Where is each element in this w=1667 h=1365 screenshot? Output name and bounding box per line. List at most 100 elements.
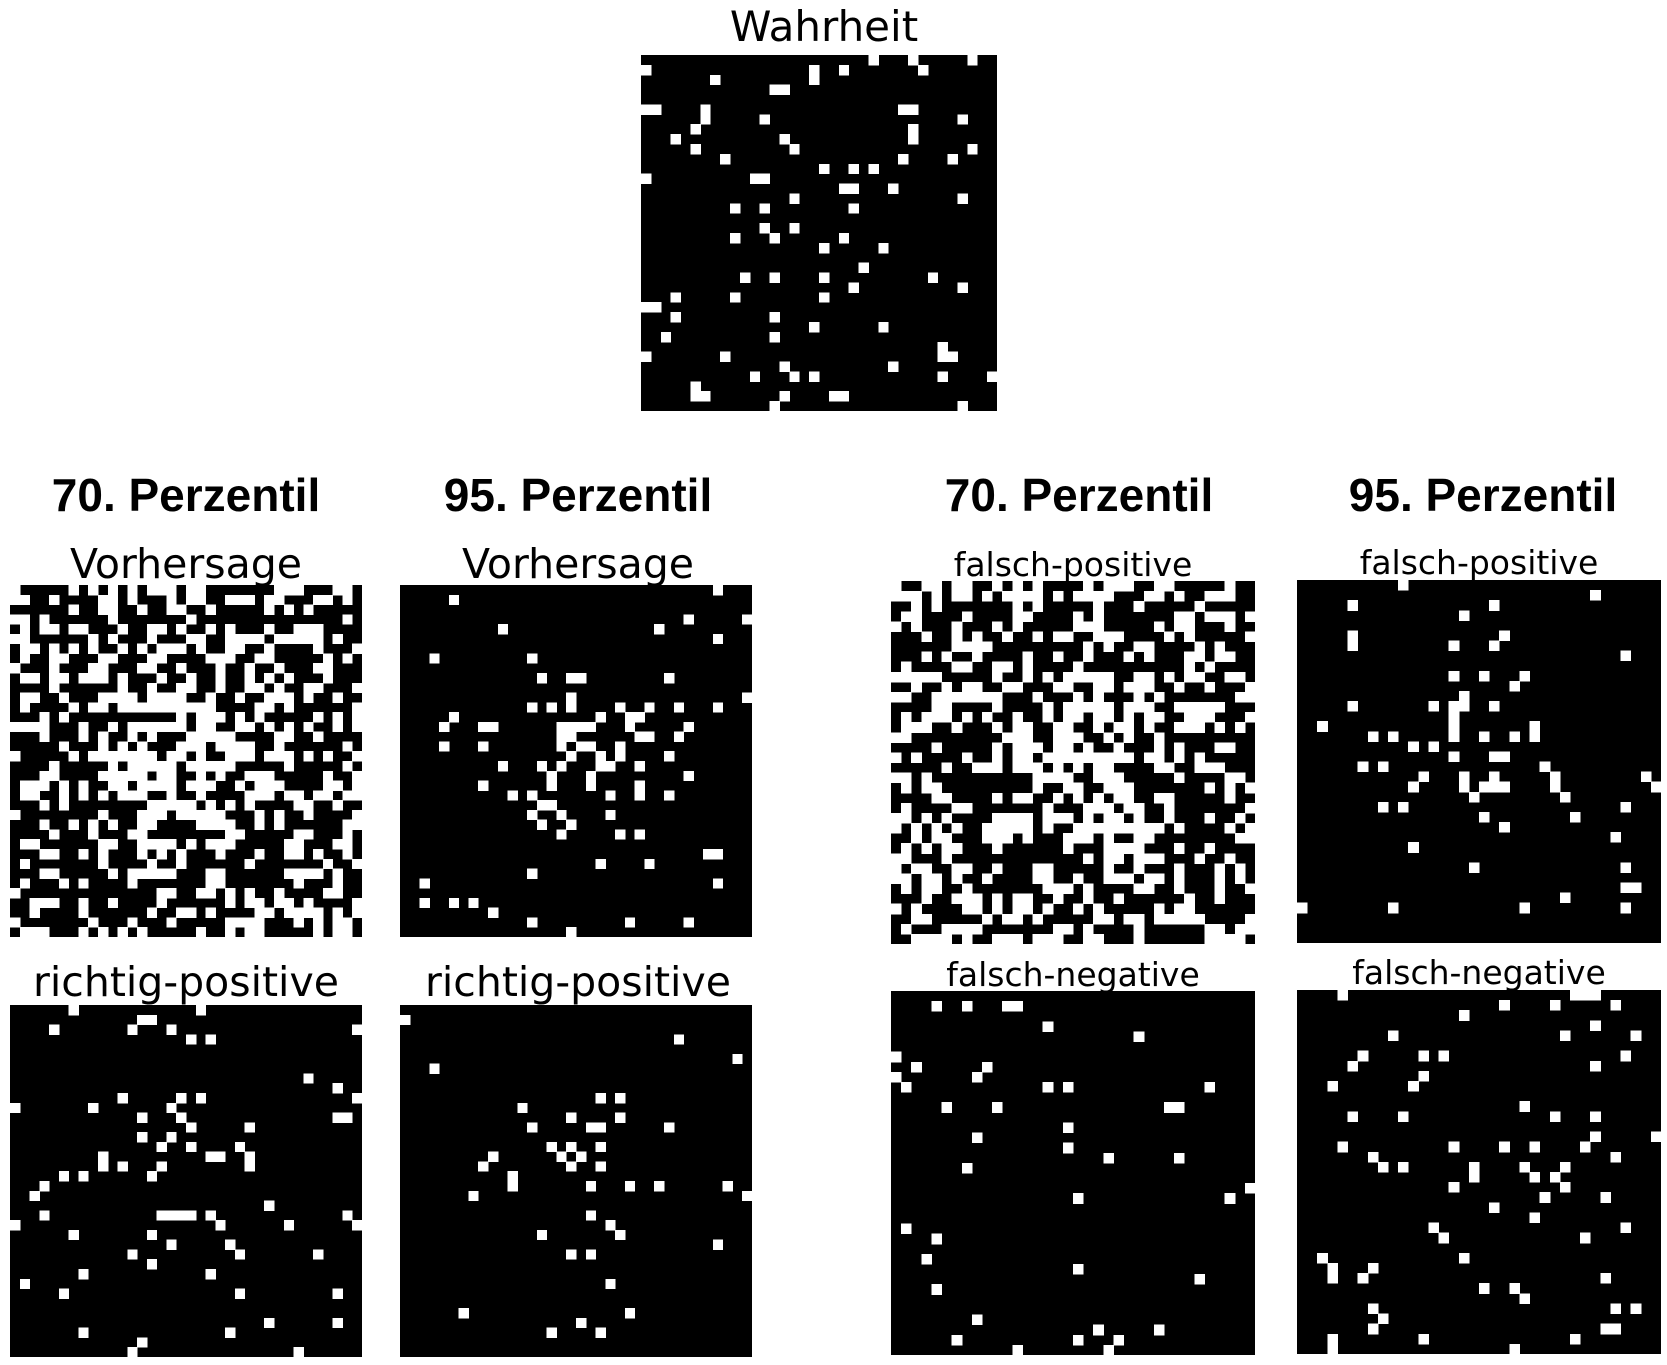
active-cell bbox=[1133, 923, 1145, 935]
active-cell bbox=[615, 1093, 626, 1104]
active-cell bbox=[1214, 873, 1226, 884]
active-cell bbox=[992, 833, 1003, 844]
active-cell bbox=[595, 1122, 606, 1133]
active-cell bbox=[186, 1034, 197, 1045]
active-cell bbox=[901, 591, 912, 602]
active-cell bbox=[117, 770, 128, 782]
active-cell bbox=[225, 829, 236, 840]
active-cell bbox=[342, 1112, 353, 1123]
active-cell bbox=[176, 663, 187, 674]
active-cell bbox=[1184, 702, 1195, 713]
active-cell bbox=[595, 761, 606, 772]
active-cell bbox=[908, 124, 919, 135]
active-cell bbox=[146, 761, 158, 772]
active-cell bbox=[507, 1171, 518, 1182]
active-cell bbox=[1032, 631, 1044, 642]
active-cell bbox=[624, 1308, 636, 1319]
active-cell bbox=[961, 863, 973, 874]
active-cell bbox=[400, 1014, 411, 1026]
active-cell bbox=[1327, 1343, 1338, 1354]
active-cell bbox=[176, 682, 187, 694]
active-cell bbox=[931, 601, 943, 612]
active-cell bbox=[536, 800, 548, 811]
active-cell bbox=[1113, 631, 1125, 642]
active-cell bbox=[868, 163, 879, 175]
active-cell bbox=[566, 721, 577, 733]
active-cell bbox=[78, 907, 89, 918]
active-cell bbox=[225, 653, 236, 664]
active-cell bbox=[1012, 913, 1023, 925]
active-cell bbox=[283, 673, 295, 684]
active-cell bbox=[225, 800, 236, 811]
active-cell bbox=[352, 1220, 362, 1231]
active-cell bbox=[49, 673, 60, 684]
active-cell bbox=[1042, 863, 1054, 874]
active-cell bbox=[283, 721, 295, 733]
active-cell bbox=[215, 770, 226, 782]
active-cell bbox=[205, 731, 216, 742]
active-cell bbox=[595, 1093, 606, 1104]
active-cell bbox=[908, 134, 919, 145]
active-cell bbox=[195, 809, 207, 821]
active-cell bbox=[527, 868, 538, 879]
active-cell bbox=[137, 1112, 148, 1123]
active-cell bbox=[1153, 853, 1165, 864]
active-cell bbox=[1499, 1000, 1510, 1011]
active-cell bbox=[941, 712, 953, 723]
active-cell bbox=[1103, 762, 1114, 774]
active-cell bbox=[1448, 731, 1460, 742]
active-cell bbox=[274, 633, 285, 645]
active-cell bbox=[1103, 843, 1114, 854]
active-cell bbox=[789, 193, 800, 204]
active-cell bbox=[1093, 762, 1104, 774]
active-cell bbox=[1174, 863, 1185, 874]
active-cell bbox=[931, 823, 943, 834]
active-cell bbox=[566, 1141, 577, 1153]
active-cell bbox=[146, 702, 158, 713]
active-cell bbox=[127, 1249, 138, 1260]
active-cell bbox=[1143, 681, 1155, 693]
active-cell bbox=[1317, 721, 1328, 732]
active-cell bbox=[1610, 1303, 1622, 1315]
column-heading-70-right: 70. Perzentil bbox=[944, 469, 1214, 521]
active-cell bbox=[137, 770, 148, 782]
active-cell bbox=[1204, 611, 1216, 622]
active-cell bbox=[313, 927, 324, 937]
active-cell bbox=[78, 673, 89, 684]
active-cell bbox=[98, 927, 109, 937]
active-cell bbox=[1103, 833, 1114, 844]
true-positive-70-title: richtig-positive bbox=[33, 958, 339, 1006]
active-cell bbox=[1164, 581, 1175, 592]
active-cell bbox=[634, 829, 645, 840]
active-cell bbox=[195, 751, 207, 762]
active-cell bbox=[1224, 933, 1236, 944]
active-cell bbox=[1002, 661, 1013, 673]
active-cell bbox=[78, 878, 89, 889]
active-cell bbox=[234, 643, 246, 654]
active-cell bbox=[971, 903, 983, 915]
active-cell bbox=[146, 653, 158, 664]
active-cell bbox=[322, 751, 334, 762]
active-cell bbox=[901, 611, 912, 622]
active-cell bbox=[1062, 671, 1074, 683]
active-cell bbox=[342, 594, 353, 606]
active-cell bbox=[234, 829, 246, 840]
active-cell bbox=[107, 633, 119, 645]
active-cell bbox=[176, 692, 187, 703]
active-cell bbox=[419, 897, 430, 909]
active-cell bbox=[1164, 802, 1175, 814]
active-cell bbox=[1012, 732, 1023, 743]
active-cell bbox=[1022, 661, 1034, 673]
active-cell bbox=[186, 761, 197, 772]
active-cell bbox=[146, 809, 158, 821]
active-cell bbox=[961, 581, 973, 592]
active-cell bbox=[1234, 933, 1246, 944]
active-cell bbox=[1367, 1151, 1379, 1163]
active-cell bbox=[1002, 933, 1013, 944]
active-cell bbox=[848, 203, 860, 214]
active-cell bbox=[107, 780, 119, 791]
active-cell bbox=[342, 741, 353, 752]
active-cell bbox=[58, 741, 70, 752]
active-cell bbox=[670, 134, 682, 145]
active-cell bbox=[992, 792, 1003, 804]
